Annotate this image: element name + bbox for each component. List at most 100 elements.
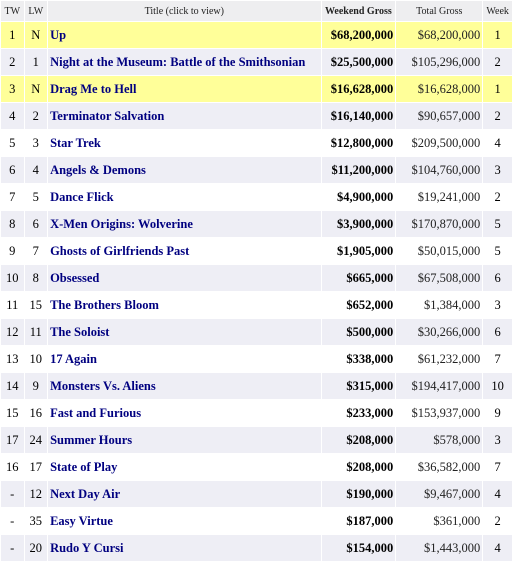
rank-this-week: 16 <box>1 454 24 480</box>
rank-last-week: 9 <box>24 373 48 399</box>
movie-title-link[interactable]: Angels & Demons <box>48 157 321 183</box>
weekend-gross: $665,000 <box>321 265 396 291</box>
week-count: 10 <box>483 373 512 399</box>
movie-title-link[interactable]: Summer Hours <box>48 427 321 453</box>
week-count: 2 <box>483 49 512 75</box>
week-count: 4 <box>483 535 512 561</box>
weekend-gross: $190,000 <box>321 481 396 507</box>
movie-title-link[interactable]: State of Play <box>48 454 321 480</box>
col-header-weekend-gross[interactable]: Weekend Gross <box>321 1 396 21</box>
week-count: 2 <box>483 103 512 129</box>
total-gross: $153,937,000 <box>396 400 483 426</box>
table-row: 15 16 Fast and Furious $233,000 $153,937,000… <box>1 400 512 426</box>
weekend-gross: $208,000 <box>321 427 396 453</box>
table-row: 9 7 Ghosts of Girlfriends Past $1,905,000 $5… <box>1 238 512 264</box>
table-row: 7 5 Dance Flick $4,900,000 $19,241,000 2 <box>1 184 512 210</box>
total-gross: $19,241,000 <box>396 184 483 210</box>
week-count: 2 <box>483 184 512 210</box>
weekend-gross: $652,000 <box>321 292 396 318</box>
week-count: 9 <box>483 400 512 426</box>
movie-title-link[interactable]: Night at the Museum: Battle of the Smith… <box>48 49 321 75</box>
week-count: 1 <box>483 76 512 102</box>
movie-title-link[interactable]: Up <box>48 22 321 48</box>
weekend-gross: $11,200,000 <box>321 157 396 183</box>
table-row: 2 1 Night at the Museum: Battle of the Smi… <box>1 49 512 75</box>
weekend-gross: $16,628,000 <box>321 76 396 102</box>
rank-last-week: N <box>24 22 48 48</box>
weekend-gross: $25,500,000 <box>321 49 396 75</box>
rank-this-week: 14 <box>1 373 24 399</box>
table-body: 1 N Up $68,200,000 $68,200,000 1 2 1 Night at th… <box>1 22 512 561</box>
total-gross: $50,015,000 <box>396 238 483 264</box>
table-row: 13 10 17 Again $338,000 $61,232,000 7 <box>1 346 512 372</box>
weekend-gross: $154,000 <box>321 535 396 561</box>
total-gross: $90,657,000 <box>396 103 483 129</box>
rank-this-week: 5 <box>1 130 24 156</box>
table-row: 17 24 Summer Hours $208,000 $578,000 3 <box>1 427 512 453</box>
week-count: 6 <box>483 265 512 291</box>
col-header-total-gross[interactable]: Total Gross <box>396 1 483 21</box>
rank-this-week: 9 <box>1 238 24 264</box>
table-row: 8 6 X-Men Origins: Wolverine $3,900,000 $170… <box>1 211 512 237</box>
total-gross: $1,443,000 <box>396 535 483 561</box>
weekend-gross: $68,200,000 <box>321 22 396 48</box>
rank-this-week: 6 <box>1 157 24 183</box>
movie-title-link[interactable]: Dance Flick <box>48 184 321 210</box>
col-header-tw[interactable]: TW <box>1 1 24 21</box>
total-gross: $36,582,000 <box>396 454 483 480</box>
table-row: 5 3 Star Trek $12,800,000 $209,500,000 4 <box>1 130 512 156</box>
movie-title-link[interactable]: Terminator Salvation <box>48 103 321 129</box>
rank-last-week: N <box>24 76 48 102</box>
total-gross: $30,266,000 <box>396 319 483 345</box>
weekend-gross: $3,900,000 <box>321 211 396 237</box>
rank-this-week: - <box>1 508 24 534</box>
total-gross: $105,296,000 <box>396 49 483 75</box>
movie-title-link[interactable]: Star Trek <box>48 130 321 156</box>
rank-this-week: 10 <box>1 265 24 291</box>
week-count: 3 <box>483 427 512 453</box>
movie-title-link[interactable]: Drag Me to Hell <box>48 76 321 102</box>
col-header-week[interactable]: Week <box>483 1 512 21</box>
movie-title-link[interactable]: Obsessed <box>48 265 321 291</box>
movie-title-link[interactable]: Next Day Air <box>48 481 321 507</box>
rank-last-week: 4 <box>24 157 48 183</box>
rank-last-week: 2 <box>24 103 48 129</box>
weekend-gross: $12,800,000 <box>321 130 396 156</box>
week-count: 4 <box>483 481 512 507</box>
movie-title-link[interactable]: The Brothers Bloom <box>48 292 321 318</box>
rank-last-week: 11 <box>24 319 48 345</box>
movie-title-link[interactable]: Monsters Vs. Aliens <box>48 373 321 399</box>
rank-last-week: 5 <box>24 184 48 210</box>
movie-title-link[interactable]: X-Men Origins: Wolverine <box>48 211 321 237</box>
table-row: 14 9 Monsters Vs. Aliens $315,000 $194,417,0… <box>1 373 512 399</box>
movie-title-link[interactable]: The Soloist <box>48 319 321 345</box>
week-count: 1 <box>483 22 512 48</box>
week-count: 6 <box>483 319 512 345</box>
week-count: 4 <box>483 130 512 156</box>
rank-last-week: 7 <box>24 238 48 264</box>
total-gross: $578,000 <box>396 427 483 453</box>
rank-this-week: 8 <box>1 211 24 237</box>
col-header-lw[interactable]: LW <box>24 1 48 21</box>
total-gross: $194,417,000 <box>396 373 483 399</box>
table-row: 16 17 State of Play $208,000 $36,582,000 7 <box>1 454 512 480</box>
movie-title-link[interactable]: Ghosts of Girlfriends Past <box>48 238 321 264</box>
weekend-gross: $4,900,000 <box>321 184 396 210</box>
weekend-gross: $315,000 <box>321 373 396 399</box>
week-count: 5 <box>483 211 512 237</box>
movie-title-link[interactable]: 17 Again <box>48 346 321 372</box>
rank-last-week: 8 <box>24 265 48 291</box>
week-count: 7 <box>483 454 512 480</box>
movie-title-link[interactable]: Rudo Y Cursi <box>48 535 321 561</box>
weekend-gross: $208,000 <box>321 454 396 480</box>
table-row: 4 2 Terminator Salvation $16,140,000 $90,657… <box>1 103 512 129</box>
week-count: 3 <box>483 292 512 318</box>
movie-title-link[interactable]: Fast and Furious <box>48 400 321 426</box>
total-gross: $16,628,000 <box>396 76 483 102</box>
col-header-title[interactable]: Title (click to view) <box>48 1 321 21</box>
movie-title-link[interactable]: Easy Virtue <box>48 508 321 534</box>
rank-this-week: 1 <box>1 22 24 48</box>
weekend-gross: $16,140,000 <box>321 103 396 129</box>
table-row: 6 4 Angels & Demons $11,200,000 $104,760,000… <box>1 157 512 183</box>
